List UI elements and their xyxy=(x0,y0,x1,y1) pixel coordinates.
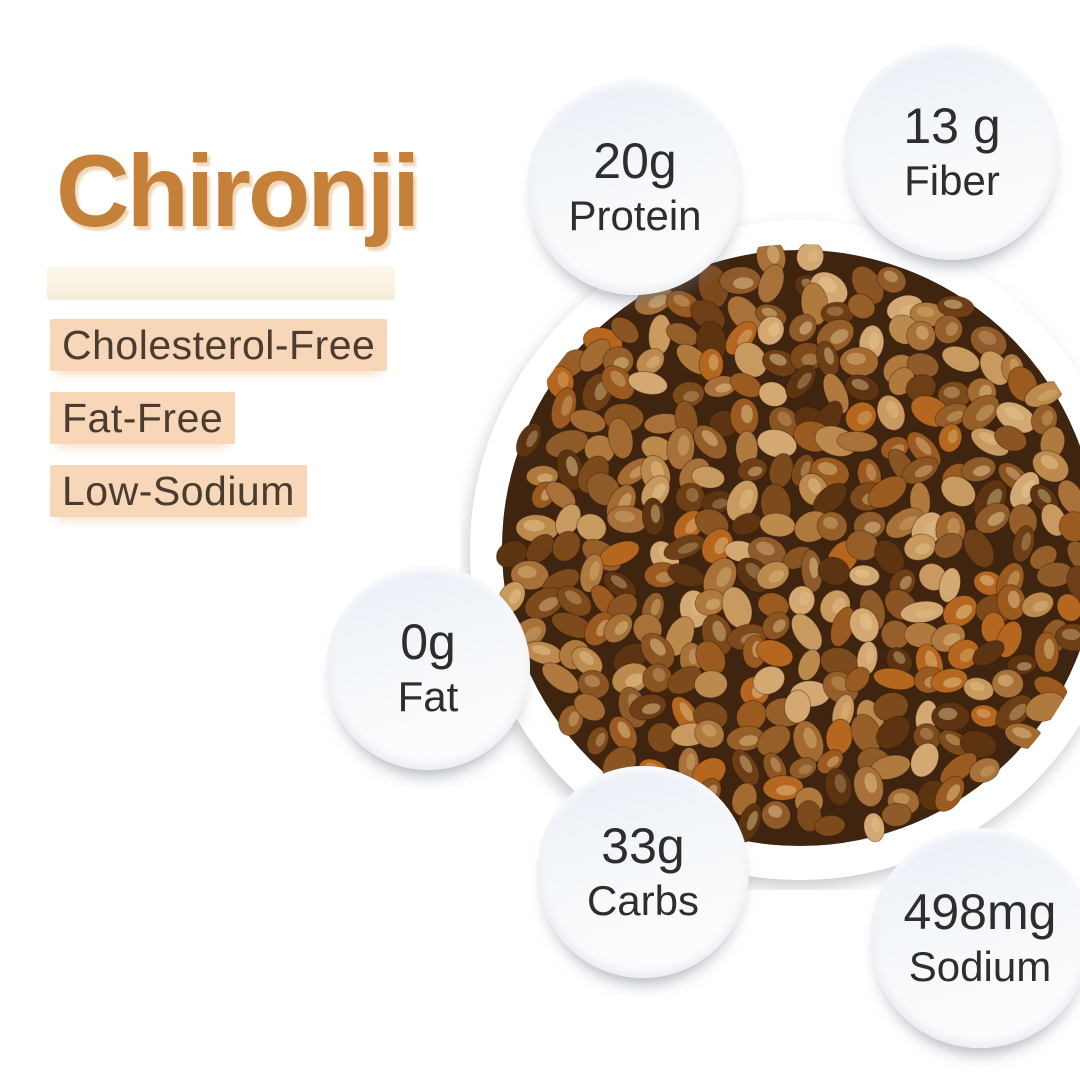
badge-fat-value: 0g xyxy=(400,614,456,671)
badge-sodium-label: Sodium xyxy=(908,942,1052,990)
page-title: Chironji xyxy=(56,134,420,248)
badge-carbs: 33g Carbs xyxy=(537,766,749,978)
tag-low-sodium: Low-Sodium xyxy=(50,465,307,517)
seed-bowl-photo xyxy=(460,210,1080,890)
badge-fiber-value: 13 g xyxy=(903,98,1001,155)
badge-fat: 0g Fat xyxy=(326,566,530,770)
faded-subtitle-ghost xyxy=(47,266,395,300)
badge-sodium: 498mg Sodium xyxy=(870,828,1080,1048)
tag-fat-free: Fat-Free xyxy=(50,392,236,444)
badge-fiber: 13 g Fiber xyxy=(844,44,1060,260)
badge-fiber-label: Fiber xyxy=(904,156,1000,204)
badge-fat-label: Fat xyxy=(397,672,459,720)
badge-carbs-value: 33g xyxy=(601,818,685,875)
badge-protein-label: Protein xyxy=(568,191,702,239)
badge-protein: 20g Protein xyxy=(527,79,743,295)
tag-cholesterol-free: Cholesterol-Free xyxy=(50,319,388,371)
badge-sodium-value: 498mg xyxy=(903,884,1057,941)
seed-bowl-illustration xyxy=(470,220,1080,880)
badge-carbs-label: Carbs xyxy=(586,876,700,924)
badge-protein-value: 20g xyxy=(593,133,677,190)
